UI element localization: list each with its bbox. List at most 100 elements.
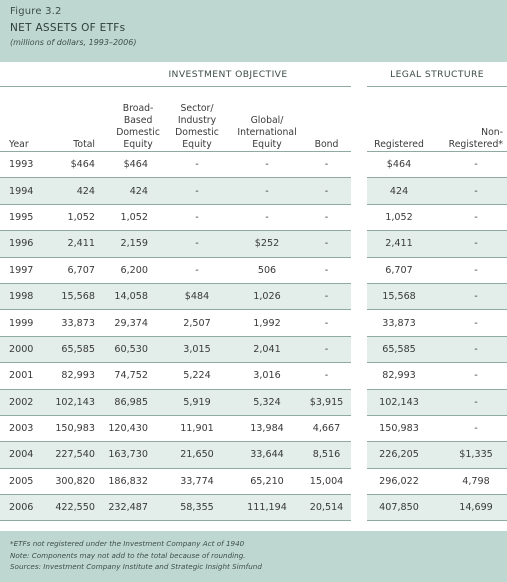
table-row: 2003 150,983 120,430 11,901 13,984 4,667 150,9…	[0, 415, 507, 443]
cell-broad-based: 60,530	[105, 336, 162, 364]
cell-total: 300,820	[50, 468, 105, 496]
cell-bond: -	[302, 283, 352, 311]
cell-global: $252	[232, 230, 302, 258]
cell-non-registered: -	[431, 336, 507, 364]
cell-non-registered: -	[431, 309, 507, 337]
row-separator	[351, 177, 368, 205]
cell-year: 1993	[0, 151, 50, 179]
table-row: 1997 6,707 6,200-506-6,707-	[0, 257, 507, 284]
row-separator	[351, 336, 368, 363]
table-row: 2000 65,585 60,530 3,015 2,041-65,585-	[0, 336, 507, 364]
cell-sector: -	[162, 204, 232, 232]
cell-global: 2,041	[232, 336, 302, 364]
cell-sector: -	[162, 177, 232, 205]
group-investment-objective: INVESTMENT OBJECTIVE	[105, 62, 352, 87]
col-sector-industry-domestic-equity: Sector/ Industry Domestic Equity	[162, 86, 232, 152]
row-separator	[351, 204, 368, 231]
cell-non-registered: -	[431, 362, 507, 390]
group-spacer	[0, 62, 105, 87]
cell-broad-based: 86,985	[105, 389, 162, 416]
cell-non-registered: -	[431, 415, 507, 443]
figure-subtitle: (millions of dollars, 1993–2006)	[10, 38, 137, 47]
cell-global: 1,026	[232, 283, 302, 311]
cell-bond: -	[302, 257, 352, 284]
cell-bond: -	[302, 309, 352, 337]
cell-global: 111,194	[232, 494, 302, 522]
footnote-note: Note: Components may not add to the tota…	[10, 550, 246, 560]
cell-bond: $3,915	[302, 389, 352, 416]
cell-total: 424	[50, 177, 105, 205]
row-separator	[351, 468, 368, 495]
col-year: Year	[0, 86, 50, 152]
cell-registered: 1,052	[367, 204, 432, 232]
cell-total: 2,411	[50, 230, 105, 258]
cell-total: 82,993	[50, 362, 105, 390]
cell-total: 227,540	[50, 441, 105, 469]
cell-total: 102,143	[50, 389, 105, 416]
cell-broad-based: 186,832	[105, 468, 162, 496]
row-separator	[351, 415, 368, 442]
cell-sector: 33,774	[162, 468, 232, 496]
etf-net-assets-table: INVESTMENT OBJECTIVE LEGAL STRUCTURE Yea…	[0, 62, 507, 522]
cell-global: -	[232, 151, 302, 179]
cell-non-registered: -	[431, 151, 507, 179]
row-separator	[351, 151, 368, 178]
figure-footer: *ETFs not registered under the Investmen…	[0, 531, 507, 582]
row-separator	[351, 441, 368, 469]
cell-broad-based: 232,487	[105, 494, 162, 522]
cell-total: 422,550	[50, 494, 105, 522]
col-broad-based-domestic-equity: Broad- Based Domestic Equity	[105, 86, 162, 152]
cell-year: 2001	[0, 362, 50, 390]
cell-sector: 5,224	[162, 362, 232, 390]
cell-global: 3,016	[232, 362, 302, 390]
cell-broad-based: 74,752	[105, 362, 162, 390]
cell-year: 2005	[0, 468, 50, 496]
cell-registered: 296,022	[367, 468, 432, 496]
cell-global: 5,324	[232, 389, 302, 416]
cell-non-registered: -	[431, 204, 507, 232]
cell-bond: 4,667	[302, 415, 352, 443]
cell-bond: -	[302, 230, 352, 258]
footnote-sources: Sources: Investment Company Institute an…	[10, 562, 262, 571]
cell-sector: 11,901	[162, 415, 232, 443]
cell-global: 33,644	[232, 441, 302, 469]
table-row: 2004 227,540 163,730 21,650 33,644 8,516 226,2…	[0, 441, 507, 469]
table-row: 1996 2,411 2,159- $252-2,411-	[0, 230, 507, 258]
cell-year: 1995	[0, 204, 50, 232]
cell-broad-based: 1,052	[105, 204, 162, 232]
cell-year: 2003	[0, 415, 50, 443]
figure-title: NET ASSETS OF ETFs	[10, 22, 126, 34]
group-separator	[351, 62, 368, 87]
table-row: 2005 300,820 186,832 33,774 65,210 15,004 296,…	[0, 468, 507, 496]
cell-non-registered: -	[431, 283, 507, 311]
cell-total: 15,568	[50, 283, 105, 311]
row-separator	[351, 230, 368, 258]
cell-total: $464	[50, 151, 105, 179]
cell-non-registered: -	[431, 177, 507, 205]
cell-year: 2006	[0, 494, 50, 522]
cell-year: 1996	[0, 230, 50, 258]
cell-non-registered: -	[431, 230, 507, 258]
cell-bond: -	[302, 177, 352, 205]
cell-sector: -	[162, 257, 232, 284]
cell-non-registered: 4,798	[431, 468, 507, 496]
cell-total: 1,052	[50, 204, 105, 232]
cell-global: 1,992	[232, 309, 302, 337]
cell-sector: 3,015	[162, 336, 232, 364]
cell-registered: 2,411	[367, 230, 432, 258]
cell-year: 2004	[0, 441, 50, 469]
figure-header: Figure 3.2 NET ASSETS OF ETFs (millions …	[0, 0, 507, 62]
table-row: 1994 424 424- - -424-	[0, 177, 507, 205]
row-separator	[351, 389, 368, 416]
cell-registered: 226,205	[367, 441, 432, 469]
cell-registered: 33,873	[367, 309, 432, 337]
cell-broad-based: 163,730	[105, 441, 162, 469]
cell-year: 1997	[0, 257, 50, 284]
table-row: 1999 33,873 29,374 2,507 1,992-33,873-	[0, 309, 507, 337]
col-non-registered: Non- Registered*	[431, 86, 507, 152]
cell-year: 1998	[0, 283, 50, 311]
col-bond: Bond	[302, 86, 352, 152]
column-header-row: Year Total Broad- Based Domestic Equity …	[0, 86, 507, 152]
row-separator	[351, 362, 368, 390]
